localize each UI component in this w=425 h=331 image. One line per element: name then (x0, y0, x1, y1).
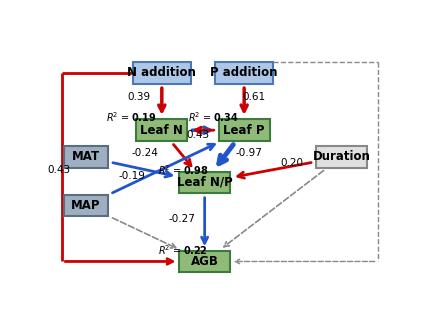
FancyBboxPatch shape (215, 62, 273, 84)
Text: Leaf N: Leaf N (140, 124, 183, 137)
Text: $\it{R}$$^2$ =: $\it{R}$$^2$ = (159, 243, 183, 257)
FancyBboxPatch shape (64, 195, 108, 216)
Text: Leaf P: Leaf P (224, 124, 265, 137)
Text: 0.61: 0.61 (243, 92, 266, 102)
Text: -0.97: -0.97 (236, 148, 263, 158)
Text: $\mathbf{0.34}$: $\mathbf{0.34}$ (213, 112, 238, 123)
Text: $\mathbf{0.22}$: $\mathbf{0.22}$ (183, 244, 208, 256)
Text: $\it{R}$$^2$ =: $\it{R}$$^2$ = (188, 111, 213, 124)
Text: $\mathbf{0.98}$: $\mathbf{0.98}$ (183, 165, 209, 176)
FancyBboxPatch shape (133, 62, 191, 84)
FancyBboxPatch shape (316, 146, 367, 168)
Text: 0.20: 0.20 (280, 158, 303, 168)
Text: AGB: AGB (191, 255, 218, 268)
Text: -0.19: -0.19 (119, 171, 146, 181)
FancyBboxPatch shape (136, 119, 187, 141)
FancyBboxPatch shape (179, 171, 230, 193)
Text: 0.43: 0.43 (48, 165, 71, 175)
Text: Duration: Duration (312, 151, 370, 164)
Text: N addition: N addition (128, 66, 196, 79)
Text: $\it{R}$$^2$ =: $\it{R}$$^2$ = (106, 111, 130, 124)
Text: P addition: P addition (210, 66, 278, 79)
Text: -0.24: -0.24 (132, 148, 159, 158)
Text: -0.27: -0.27 (168, 214, 195, 224)
Text: MAT: MAT (72, 151, 100, 164)
Text: MAP: MAP (71, 199, 101, 212)
Text: 0.43: 0.43 (187, 130, 210, 140)
FancyBboxPatch shape (218, 119, 270, 141)
Text: 0.39: 0.39 (127, 92, 150, 102)
FancyBboxPatch shape (179, 251, 230, 272)
Text: $\it{R}$$^2$ =: $\it{R}$$^2$ = (159, 164, 183, 177)
Text: Leaf N/P: Leaf N/P (177, 176, 232, 189)
FancyBboxPatch shape (64, 146, 108, 168)
Text: $\mathbf{0.19}$: $\mathbf{0.19}$ (130, 112, 156, 123)
